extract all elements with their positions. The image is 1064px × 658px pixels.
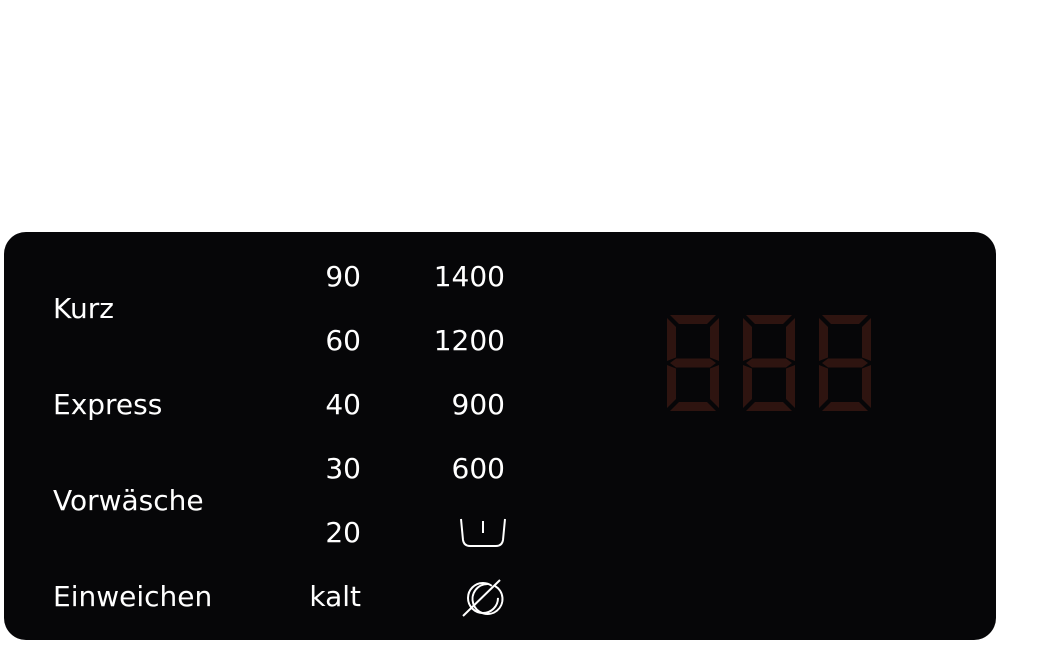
program-express[interactable]: Express xyxy=(53,388,163,421)
temp-20[interactable]: 20 xyxy=(325,516,361,549)
digit-2-segment-c xyxy=(786,365,795,408)
digit-1-segment-g xyxy=(670,358,716,368)
digit-1-segment-f xyxy=(667,318,676,361)
spin-1400[interactable]: 1400 xyxy=(433,260,505,293)
spin-600[interactable]: 600 xyxy=(451,452,505,485)
no-spin-icon[interactable] xyxy=(460,576,506,618)
digit-1-segment-e xyxy=(667,365,676,408)
digit-2-segment-e xyxy=(743,365,752,408)
digit-2-segment-d xyxy=(746,402,792,411)
digit-3-segment-b xyxy=(862,318,871,361)
program-kurz[interactable]: Kurz xyxy=(53,292,114,325)
digit-3-segment-a xyxy=(822,315,868,324)
digit-3-segment-c xyxy=(862,365,871,408)
control-panel: Kurz Express Vorwäsche Einweichen 90 60 … xyxy=(4,232,996,640)
digit-1-segment-a xyxy=(670,315,716,324)
temp-40[interactable]: 40 xyxy=(325,388,361,421)
temp-30[interactable]: 30 xyxy=(325,452,361,485)
spin-1200[interactable]: 1200 xyxy=(433,324,505,357)
digit-1-segment-b xyxy=(710,318,719,361)
temp-90[interactable]: 90 xyxy=(325,260,361,293)
digit-1-segment-c xyxy=(710,365,719,408)
digit-3-segment-e xyxy=(819,365,828,408)
digit-2-segment-b xyxy=(786,318,795,361)
digit-3-segment-d xyxy=(822,402,868,411)
program-einweichen[interactable]: Einweichen xyxy=(53,580,213,613)
digit-1-segment-d xyxy=(670,402,716,411)
spin-900[interactable]: 900 xyxy=(451,388,505,421)
temp-60[interactable]: 60 xyxy=(325,324,361,357)
temp-kalt[interactable]: kalt xyxy=(309,580,361,613)
digit-2-segment-f xyxy=(743,318,752,361)
seven-segment-display xyxy=(667,315,871,411)
program-vorwaesche[interactable]: Vorwäsche xyxy=(53,484,204,517)
digit-3-segment-f xyxy=(819,318,828,361)
rinse-hold-icon[interactable] xyxy=(458,516,508,550)
digit-2-segment-a xyxy=(746,315,792,324)
digit-3-segment-g xyxy=(822,358,868,368)
digit-2-segment-g xyxy=(746,358,792,368)
